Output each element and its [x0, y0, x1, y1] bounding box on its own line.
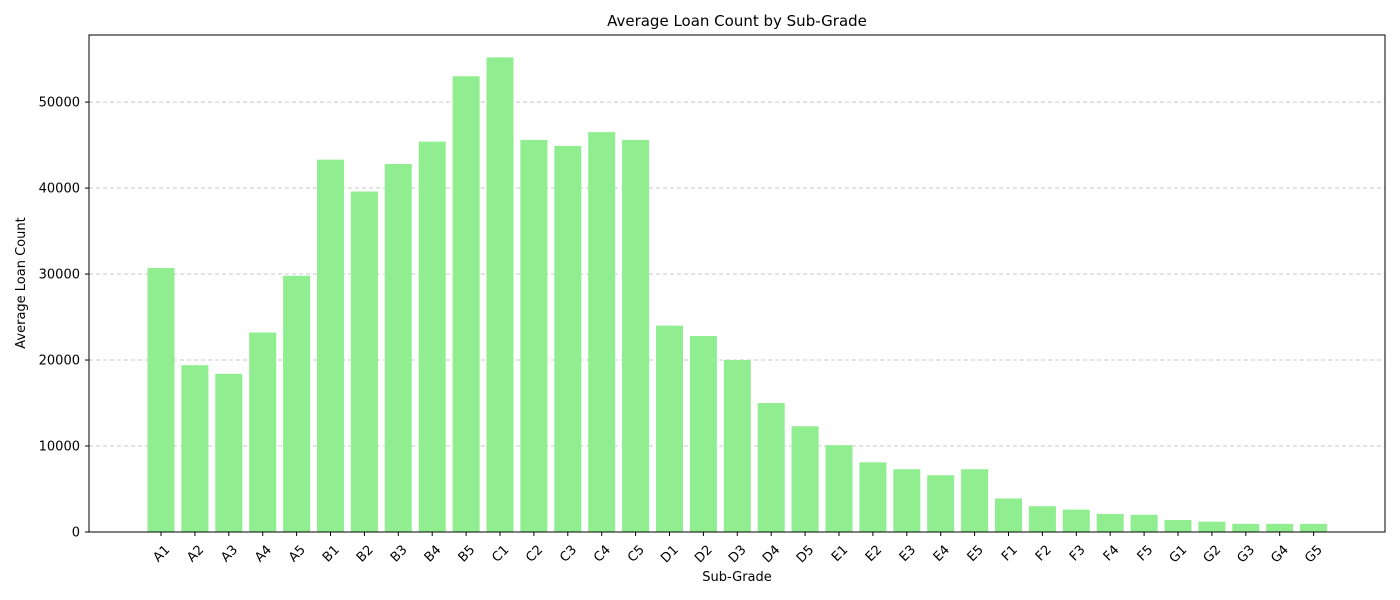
- x-tick-label: G4: [1268, 543, 1292, 567]
- x-tick-label: D4: [760, 543, 784, 567]
- bar-e3: [893, 469, 921, 532]
- x-axis-label: Sub-Grade: [702, 570, 772, 585]
- bar-e2: [859, 462, 887, 532]
- x-tick-label: B5: [456, 543, 479, 566]
- x-tick-label: E2: [863, 543, 885, 565]
- x-tick-label: E4: [931, 543, 953, 565]
- bar-g4: [1266, 523, 1294, 532]
- x-tick-label: B1: [320, 543, 343, 566]
- bar-e1: [825, 445, 853, 532]
- bar-c1: [486, 57, 514, 533]
- x-tick-label: C2: [523, 543, 546, 566]
- x-tick-label: C1: [489, 543, 512, 566]
- x-tick-label: G2: [1201, 543, 1225, 567]
- x-tick-label: B4: [422, 543, 445, 566]
- bar-f5: [1130, 514, 1158, 532]
- x-tick-label: F2: [1033, 543, 1055, 565]
- x-tick-label: G1: [1167, 543, 1191, 567]
- x-tick-label: F1: [999, 543, 1021, 565]
- y-tick-label: 40000: [39, 182, 80, 197]
- y-tick-label: 50000: [39, 96, 80, 111]
- bar-a2: [181, 365, 209, 532]
- y-axis-label: Average Loan Count: [14, 217, 29, 348]
- bar-b2: [350, 191, 378, 532]
- x-tick-label: A3: [218, 543, 241, 566]
- y-tick-label: 10000: [39, 440, 80, 455]
- x-tick-label: A2: [184, 543, 207, 566]
- y-tick-label: 30000: [39, 268, 80, 283]
- bar-d1: [656, 325, 683, 532]
- bar-e5: [961, 469, 989, 532]
- x-tick-label: E3: [897, 543, 919, 565]
- bar-c2: [520, 139, 548, 532]
- x-tick-label: G3: [1234, 543, 1258, 567]
- bar-d3: [723, 360, 751, 532]
- x-tick-label: A4: [252, 543, 275, 566]
- x-tick-label: F3: [1067, 543, 1089, 565]
- x-tick-label: A5: [286, 543, 309, 566]
- bar-c4: [588, 132, 616, 532]
- x-tick-label: D1: [658, 543, 682, 567]
- bar-b1: [317, 159, 344, 532]
- x-tick-label: F4: [1101, 543, 1123, 565]
- bar-c5: [622, 139, 650, 532]
- bar-a4: [249, 332, 277, 532]
- bar-a1: [147, 268, 175, 532]
- bar-a3: [215, 373, 243, 532]
- bar-f3: [1062, 509, 1090, 532]
- x-tick-label: D3: [726, 543, 750, 567]
- bar-g2: [1198, 521, 1226, 532]
- bar-d2: [689, 335, 717, 532]
- x-tick-label: C4: [591, 543, 614, 566]
- bar-b3: [384, 163, 412, 532]
- bar-f4: [1096, 513, 1124, 532]
- y-tick-label: 20000: [39, 354, 80, 369]
- bars: [147, 57, 1328, 533]
- x-tick-label: A1: [151, 543, 174, 566]
- bar-f2: [1028, 506, 1056, 532]
- x-tick-label: C5: [625, 543, 648, 566]
- x-tick-label: E5: [965, 543, 987, 565]
- bar-c3: [554, 145, 582, 532]
- bar-d5: [791, 426, 819, 532]
- bar-d4: [757, 403, 785, 532]
- x-tick-label: F5: [1135, 543, 1157, 565]
- bar-g3: [1232, 523, 1260, 532]
- y-axis-ticks: 0 10000 20000 30000 40000 50000: [39, 96, 89, 541]
- bar-b4: [418, 141, 446, 532]
- y-tick-label: 0: [72, 526, 80, 541]
- x-tick-label: D2: [692, 543, 716, 567]
- x-tick-label: D5: [794, 543, 818, 567]
- bar-g1: [1164, 519, 1192, 532]
- bar-e4: [927, 475, 955, 532]
- bar-g5: [1300, 523, 1328, 532]
- chart-title: Average Loan Count by Sub-Grade: [607, 12, 867, 30]
- x-tick-label: G5: [1302, 543, 1326, 567]
- x-tick-label: B2: [354, 543, 377, 566]
- bar-a5: [283, 275, 311, 532]
- bar-b5: [452, 76, 480, 533]
- x-axis-ticks: A1 A2 A3 A4 A5 B1 B2 B3 B4 B5 C1 C2 C3 C4 C5 D1 D2 D3 D4 D5…: [151, 532, 1326, 566]
- x-tick-label: C3: [557, 543, 580, 566]
- x-tick-label: E1: [829, 543, 851, 565]
- x-tick-label: B3: [388, 543, 411, 566]
- bar-f1: [995, 498, 1022, 532]
